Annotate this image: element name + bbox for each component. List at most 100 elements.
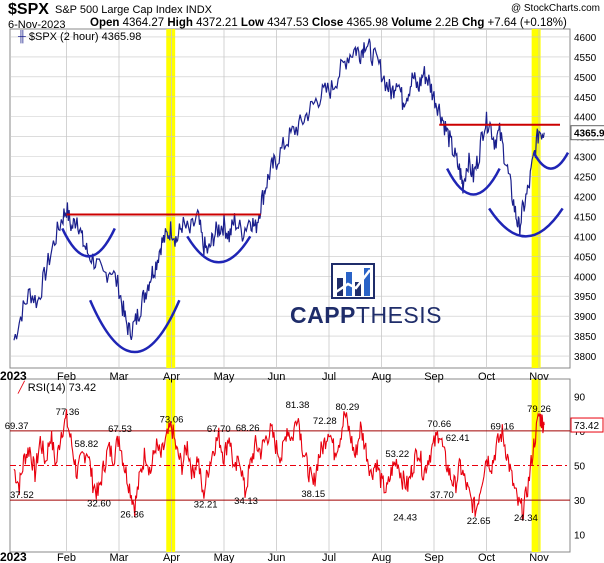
volume-label: Volume [391, 17, 432, 29]
rsi-peak-label: 73.06 [160, 415, 184, 426]
rsi-peak-label: 37.52 [10, 490, 34, 501]
open-value: 4364.27 [122, 17, 165, 29]
brand-logo-icon [331, 263, 375, 299]
rsi-x-tick-label: Jul [322, 552, 336, 563]
rsi-x-tick-label: May [214, 552, 235, 563]
arc-4 [446, 168, 501, 196]
price-x-tick-label: Mar [110, 371, 129, 383]
rsi-peak-label: 67.70 [207, 424, 231, 435]
chg-value: +7.64 (+0.18%) [487, 17, 567, 29]
price-panel-frame [9, 28, 571, 369]
brand-logo-bar [337, 278, 343, 296]
quote-date: 6-Nov-2023 [8, 19, 66, 31]
highlight-band-rsi-1 [166, 379, 176, 552]
rsi-peak-label: 69.37 [5, 421, 29, 432]
rsi-legend-text: RSI(14) 73.42 [27, 382, 97, 394]
rsi-x-tick-label: Aug [372, 552, 392, 563]
copyright-text: @ StockCharts.com [510, 3, 600, 14]
rsi-peak-label: 53.22 [385, 449, 409, 460]
rsi-x-tick-label: Apr [163, 552, 180, 563]
price-y-tick-label: 4150 [574, 212, 597, 223]
rsi-peak-label: 24.34 [514, 513, 538, 524]
price-legend: ╫ $SPX (2 hour) 4365.98 [18, 31, 141, 43]
close-label: Close [311, 17, 344, 29]
highlight-band-rsi-2 [531, 379, 541, 552]
price-x-tick-label: 2023 [0, 369, 27, 383]
arc-3 [186, 235, 252, 264]
price-y-tick-label: 4500 [574, 73, 597, 84]
brand-wordmark: CAPPTHESIS [290, 302, 442, 329]
brand-logo-bar [364, 268, 370, 296]
rsi-x-tick-label: Feb [57, 552, 76, 563]
price-y-tick-label: 4600 [574, 33, 597, 44]
brand-logo-bar [355, 282, 361, 296]
rsi-x-tick-label: Sep [424, 552, 444, 563]
highlight-band-price-1 [166, 29, 176, 368]
ohlc-readout: Open 4364.27 High 4372.21 Low 4347.53 Cl… [90, 17, 567, 29]
price-y-tick-label: 3800 [574, 352, 597, 363]
rsi-x-tick-label: Nov [529, 552, 549, 563]
price-y-tick-label: 4000 [574, 272, 597, 283]
price-series-line [13, 38, 545, 341]
price-legend-text: $SPX (2 hour) 4365.98 [28, 31, 142, 43]
rsi-peak-label: 24.43 [393, 513, 417, 524]
brand-part-1: CAPP [290, 302, 356, 328]
ticker-symbol: $SPX [8, 1, 49, 18]
open-label: Open [90, 17, 120, 29]
price-y-tick-label: 3950 [574, 292, 597, 303]
rsi-peak-label: 67.53 [108, 424, 132, 435]
rsi-peak-label: 68.26 [236, 423, 260, 434]
price-x-tick-label: Nov [529, 371, 549, 383]
price-x-tick-label: Jul [322, 371, 336, 383]
close-value: 4365.98 [346, 17, 389, 29]
chg-label: Chg [461, 17, 485, 29]
rsi-y-tick-label: 10 [574, 531, 586, 542]
rsi-peak-label: 77.36 [56, 407, 80, 418]
volume-value: 2.2B [435, 17, 459, 29]
rsi-peak-label: 34.13 [234, 496, 258, 507]
price-x-tick-label: Oct [478, 371, 495, 383]
index-name: S&P 500 Large Cap Index INDX [55, 4, 212, 16]
rsi-peak-label: 32.60 [87, 499, 111, 510]
price-x-tick-label: Apr [163, 371, 180, 383]
rsi-legend-swatch: ╱ [18, 382, 25, 394]
price-y-tick-label: 4050 [574, 252, 597, 263]
rsi-peak-label: 81.38 [286, 400, 310, 411]
rsi-peak-label: 72.28 [313, 416, 337, 427]
rsi-peak-label: 38.15 [301, 489, 325, 500]
rsi-peak-label: 22.65 [467, 516, 491, 527]
rsi-peak-label: 80.29 [335, 402, 359, 413]
price-y-tick-label: 4550 [574, 53, 597, 64]
high-value: 4372.21 [196, 17, 238, 29]
low-value: 4347.53 [267, 17, 309, 29]
rsi-peak-label: 62.41 [446, 433, 470, 444]
price-x-tick-label: Aug [372, 371, 392, 383]
rsi-x-tick-label: Mar [110, 552, 129, 563]
price-y-tick-label: 4250 [574, 173, 597, 184]
price-y-tick-label: 4100 [574, 232, 597, 243]
rsi-peak-label: 79.26 [527, 404, 551, 415]
price-x-tick-label: Feb [57, 371, 76, 383]
brand-part-2: THESIS [355, 302, 442, 328]
rsi-peak-label: 58.82 [75, 439, 99, 450]
low-label: Low [240, 17, 264, 29]
price-last-tag [570, 125, 604, 141]
rsi-series-line [13, 409, 545, 521]
price-legend-swatch: ╫ [18, 31, 26, 43]
high-label: High [167, 17, 193, 29]
rsi-y-tick-label: 90 [574, 392, 586, 403]
index-name-text: S&P 500 Large Cap Index [55, 4, 183, 16]
rsi-y-tick-label: 30 [574, 496, 586, 507]
price-x-tick-label: May [214, 371, 235, 383]
rsi-legend: ╱ RSI(14) 73.42 [18, 381, 96, 394]
arc-1 [61, 227, 116, 258]
rsi-last-tag [570, 417, 604, 433]
rsi-peak-label: 69.16 [490, 421, 514, 432]
rsi-peak-label: 70.66 [427, 419, 451, 430]
arc-2 [88, 299, 181, 354]
rsi-peak-label: 32.21 [194, 499, 218, 510]
rsi-peak-label: 26.36 [120, 509, 144, 520]
highlight-band-price-2 [531, 29, 541, 368]
rsi-last-value: 73.42 [574, 421, 599, 432]
rsi-x-tick-label: 2023 [0, 550, 27, 563]
